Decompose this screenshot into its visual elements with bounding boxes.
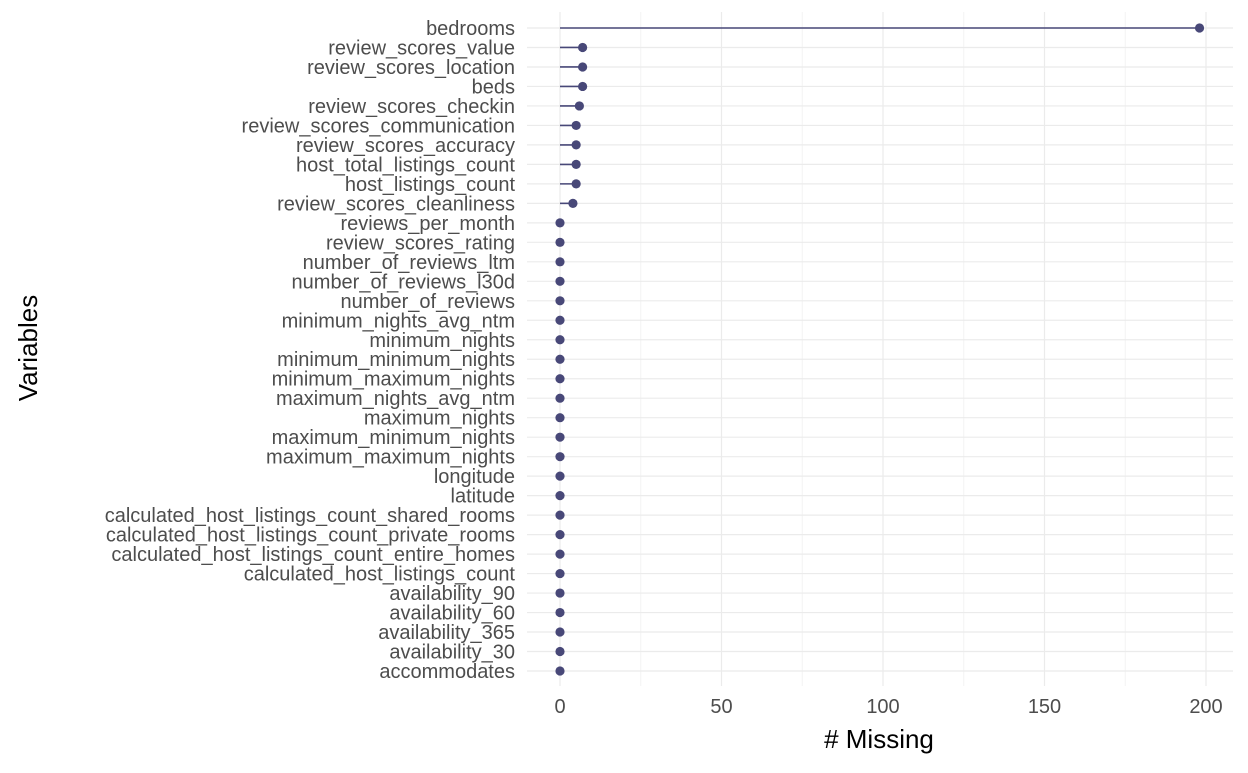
lollipop-point bbox=[555, 471, 565, 481]
y-tick-label: review_scores_cleanliness bbox=[277, 193, 515, 215]
y-tick-label: review_scores_location bbox=[307, 57, 515, 79]
y-tick-label: availability_60 bbox=[389, 603, 515, 625]
lollipop-point bbox=[555, 315, 565, 325]
lollipop-point bbox=[555, 588, 565, 598]
lollipop-point bbox=[555, 530, 565, 540]
lollipop-point bbox=[555, 335, 565, 345]
lollipop-point bbox=[578, 81, 588, 92]
lollipop-point bbox=[555, 510, 565, 520]
lollipop-point bbox=[555, 491, 565, 501]
y-tick-label: reviews_per_month bbox=[340, 213, 515, 235]
lollipop-point bbox=[555, 393, 565, 403]
y-tick-label: maximum_nights bbox=[364, 408, 515, 430]
lollipop-point bbox=[568, 198, 578, 208]
lollipop-point bbox=[1194, 23, 1205, 33]
y-tick-label: review_scores_rating bbox=[326, 232, 515, 254]
y-tick-label: review_scores_accuracy bbox=[296, 135, 515, 157]
lollipop-point bbox=[555, 276, 565, 286]
y-tick-label: availability_30 bbox=[389, 642, 515, 664]
y-tick-label: maximum_maximum_nights bbox=[266, 447, 515, 469]
lollipop-stems bbox=[560, 27, 1200, 205]
x-axis-title: # Missing bbox=[824, 724, 934, 754]
lollipop-point bbox=[555, 257, 565, 267]
y-tick-label: host_listings_count bbox=[345, 174, 516, 196]
y-tick-label: longitude bbox=[434, 466, 515, 488]
y-axis-tick-labels: bedroomsreview_scores_valuereview_scores… bbox=[105, 18, 516, 683]
lollipop-point bbox=[571, 120, 581, 131]
y-tick-label: minimum_nights bbox=[369, 330, 515, 352]
lollipop-point bbox=[571, 159, 581, 169]
x-tick-label: 100 bbox=[866, 696, 899, 718]
lollipop-point bbox=[578, 42, 588, 53]
y-tick-label: latitude bbox=[451, 486, 516, 508]
y-tick-label: accommodates bbox=[379, 661, 515, 683]
x-tick-label: 200 bbox=[1189, 696, 1222, 718]
y-axis-title: Variables bbox=[13, 295, 43, 401]
y-tick-label: maximum_minimum_nights bbox=[272, 427, 515, 449]
x-tick-label: 150 bbox=[1028, 696, 1061, 718]
lollipop-point bbox=[555, 218, 565, 228]
y-tick-label: number_of_reviews bbox=[340, 291, 515, 313]
grid-lines bbox=[527, 12, 1233, 686]
y-tick-label: minimum_maximum_nights bbox=[272, 369, 515, 391]
y-tick-label: calculated_host_listings_count_entire_ho… bbox=[111, 544, 515, 566]
lollipop-point bbox=[555, 607, 565, 618]
y-tick-label: review_scores_communication bbox=[242, 115, 515, 137]
y-tick-label: host_total_listings_count bbox=[296, 154, 515, 176]
y-tick-label: bedrooms bbox=[426, 18, 515, 40]
y-tick-label: beds bbox=[472, 76, 515, 98]
lollipop-point bbox=[555, 568, 565, 579]
y-tick-label: minimum_nights_avg_ntm bbox=[282, 310, 515, 332]
lollipop-point bbox=[574, 101, 584, 111]
lollipop-point bbox=[555, 432, 565, 442]
x-tick-label: 0 bbox=[554, 696, 565, 718]
lollipop-point bbox=[571, 179, 581, 189]
y-tick-label: review_scores_checkin bbox=[308, 96, 515, 118]
lollipop-points bbox=[555, 23, 1205, 676]
lollipop-point bbox=[555, 296, 565, 306]
y-tick-label: number_of_reviews_l30d bbox=[292, 271, 515, 293]
y-tick-label: calculated_host_listings_count bbox=[244, 564, 516, 586]
lollipop-point bbox=[555, 627, 565, 637]
y-tick-label: availability_90 bbox=[389, 583, 515, 605]
lollipop-point bbox=[555, 666, 565, 676]
x-tick-label: 50 bbox=[710, 696, 732, 718]
lollipop-point bbox=[555, 374, 565, 384]
x-axis-tick-labels: 0 50 100 150 200 bbox=[554, 696, 1222, 718]
lollipop-point bbox=[555, 646, 565, 657]
y-tick-label: calculated_host_listings_count_shared_ro… bbox=[105, 505, 515, 527]
y-tick-label: availability_365 bbox=[378, 622, 515, 644]
y-tick-label: number_of_reviews_ltm bbox=[303, 252, 515, 274]
lollipop-point bbox=[555, 452, 565, 462]
lollipop-point bbox=[571, 140, 581, 150]
lollipop-point bbox=[578, 62, 588, 72]
y-tick-label: maximum_nights_avg_ntm bbox=[276, 388, 515, 410]
lollipop-point bbox=[555, 549, 565, 559]
lollipop-point bbox=[555, 237, 565, 247]
y-tick-label: review_scores_value bbox=[328, 37, 515, 59]
lollipop-point bbox=[555, 413, 565, 423]
lollipop-point bbox=[555, 354, 565, 364]
y-tick-label: calculated_host_listings_count_private_r… bbox=[106, 525, 515, 547]
y-tick-label: minimum_minimum_nights bbox=[277, 349, 515, 371]
